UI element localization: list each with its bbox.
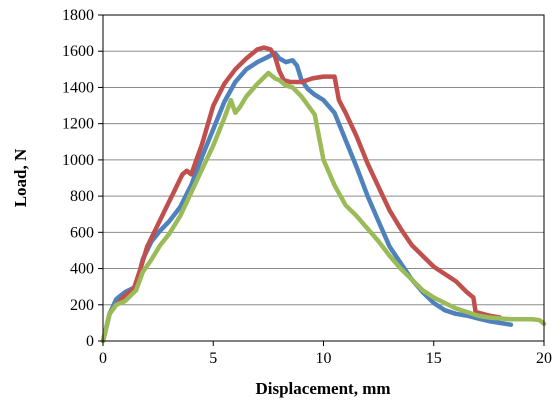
y-tick-label: 1200 [62,116,94,133]
y-tick-label: 1600 [62,43,94,60]
series-line-2 [100,45,503,344]
y-tick-label: 1400 [62,79,94,96]
series-line-1 [100,50,514,344]
y-tick-label: 0 [86,333,94,350]
y-tick-label: 200 [70,297,94,314]
grid-lines [103,50,544,306]
y-tick-label: 1000 [62,152,94,169]
x-tick-label: 10 [316,350,332,367]
y-tick-label: 400 [70,261,94,278]
tick-marks [98,14,545,346]
x-tick-label: 15 [426,350,442,367]
plot-area-frame [102,14,545,342]
y-tick-label: 800 [70,188,94,205]
series-line-3 [100,70,547,344]
y-tick-labels: 0 200 400 600 800 1000 1200 1400 1600 1800 [62,7,94,350]
x-tick-label: 5 [209,350,217,367]
x-tick-label: 0 [99,350,107,367]
x-tick-label: 20 [536,350,552,367]
y-tick-label: 1800 [62,7,94,24]
y-axis-label: Load, N [11,148,30,207]
x-axis-label: Displacement, mm [255,379,390,398]
x-tick-labels: 0 5 10 15 20 [99,350,552,367]
series-lines [100,45,547,344]
y-tick-label: 600 [70,224,94,241]
